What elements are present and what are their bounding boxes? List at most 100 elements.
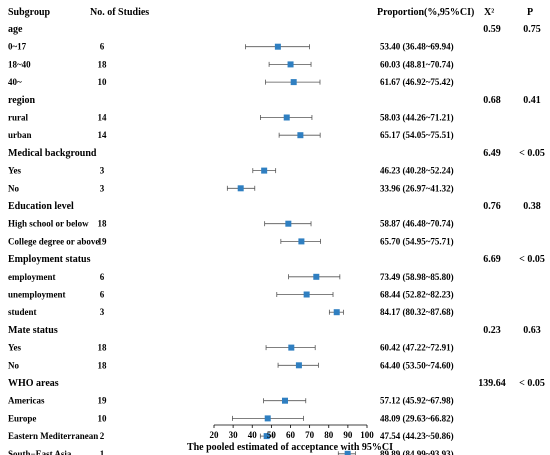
point-estimate-marker [290,79,297,86]
subgroup-label: unemployment [8,290,66,300]
subgroup-label: rural [8,113,28,123]
proportion-ci-label: 46.23 (40.28~52.24) [380,166,454,176]
group-p-value: < 0.05 [519,148,545,159]
x-tick-label: 50 [267,430,277,440]
point-estimate-marker [333,309,340,316]
study-count: 14 [98,113,108,123]
group-chi2: 6.69 [483,254,501,265]
study-count: 3 [100,166,105,176]
point-estimate-marker [344,450,351,455]
group-label: Education level [8,201,74,212]
group-label: Employment status [8,254,91,265]
p-header: P [527,7,533,18]
point-estimate-marker [285,220,292,227]
study-count: 6 [100,42,105,52]
proportion-ci-label: 48.09 (29.63~66.82) [380,413,454,423]
study-count: 18 [98,59,108,69]
subgroup-label: No [8,360,19,370]
proportion-ci-label: 58.87 (46.48~70.74) [380,219,454,229]
proportion-ci-label: 64.40 (53.50~74.60) [380,360,454,370]
group-label: WHO areas [8,378,59,389]
group-chi2: 0.76 [483,201,501,212]
proportion-ci-label: 68.44 (52.82~82.23) [380,290,454,300]
group-p-value: < 0.05 [519,378,545,389]
subgroup-label: Eastern Mediterranean [8,431,98,441]
study-count: 10 [98,77,108,87]
proportion-header: Proportion(%,95%CI) [377,7,474,18]
group-label: Mate status [8,325,58,336]
group-p-value: < 0.05 [519,254,545,265]
point-estimate-marker [295,362,302,369]
study-count: 3 [100,183,105,193]
subgroup-label: College degree or above [8,236,99,246]
point-estimate-marker [298,238,305,245]
x-tick-label: 90 [343,430,353,440]
x-tick-label: 80 [324,430,334,440]
study-count: 6 [100,272,105,282]
group-label: age [8,24,23,35]
subgroup-label: Europe [8,413,36,423]
study-count: 2 [100,431,105,441]
x-tick-label: 100 [360,430,374,440]
group-chi2: 139.64 [478,378,506,389]
proportion-ci-label: 47.54 (44.23~50.86) [380,431,454,441]
proportion-ci-label: 60.03 (48.81~70.74) [380,59,454,69]
x-tick-label: 20 [210,430,220,440]
group-chi2: 0.59 [483,24,501,35]
point-estimate-marker [261,167,268,174]
subgroup-label: 18~40 [8,59,31,69]
forest-rows: age 0.59 0.75 0~17 6 53.40 (36.48~69.94) 18~40… [8,24,545,455]
studies-header: No. of Studies [90,7,149,18]
proportion-ci-label: 60.42 (47.22~72.91) [380,343,454,353]
header-row: Subgroup No. of Studies Proportion(%,95%… [8,7,533,18]
study-count: 18 [98,219,108,229]
x-tick-label: 70 [305,430,315,440]
point-estimate-marker [281,397,288,404]
group-chi2: 0.68 [483,95,501,106]
group-p-value: 0.75 [523,24,541,35]
point-estimate-marker [288,344,295,351]
proportion-ci-label: 73.49 (58.98~85.80) [380,272,454,282]
point-estimate-marker [283,114,290,121]
point-estimate-marker [263,433,270,440]
subgroup-label: student [8,307,37,317]
point-estimate-marker [274,43,281,50]
proportion-ci-label: 89.89 (84.99~93.93) [380,449,454,455]
group-chi2: 0.23 [483,325,501,336]
x-tick-label: 60 [286,430,296,440]
subgroup-label: urban [8,130,32,140]
proportion-ci-label: 33.96 (26.97~41.32) [380,183,454,193]
study-count: 14 [98,130,108,140]
point-estimate-marker [237,185,244,192]
proportion-ci-label: 65.17 (54.05~75.51) [380,130,454,140]
proportion-ci-label: 57.12 (45.92~67.98) [380,396,454,406]
subgroup-label: employment [8,272,56,282]
study-count: 19 [98,396,108,406]
point-estimate-marker [264,415,271,422]
group-chi2: 6.49 [483,148,501,159]
group-p-value: 0.41 [523,95,541,106]
proportion-ci-label: 53.40 (36.48~69.94) [380,42,454,52]
chi2-header: X² [484,7,494,18]
proportion-ci-label: 61.67 (46.92~75.42) [380,77,454,87]
study-count: 18 [98,343,108,353]
proportion-ci-label: 58.03 (44.26~71.21) [380,113,454,123]
subgroup-label: Yes [8,343,21,353]
subgroup-label: Americas [8,396,45,406]
x-axis: 20 30 40 50 60 70 80 90 100 [210,424,374,440]
group-p-value: 0.38 [523,201,541,212]
subgroup-label: 40~ [8,77,22,87]
group-label: region [8,95,35,106]
point-estimate-marker [287,61,294,68]
point-estimate-marker [313,273,320,280]
x-axis-label: The pooled estimated of acceptance with … [187,442,393,453]
subgroup-label: High school or below [8,219,89,229]
proportion-ci-label: 84.17 (80.32~87.68) [380,307,454,317]
subgroup-label: Yes [8,166,21,176]
study-count: 6 [100,290,105,300]
subgroup-header: Subgroup [8,7,51,18]
group-p-value: 0.63 [523,325,541,336]
study-count: 19 [98,236,108,246]
study-count: 3 [100,307,105,317]
